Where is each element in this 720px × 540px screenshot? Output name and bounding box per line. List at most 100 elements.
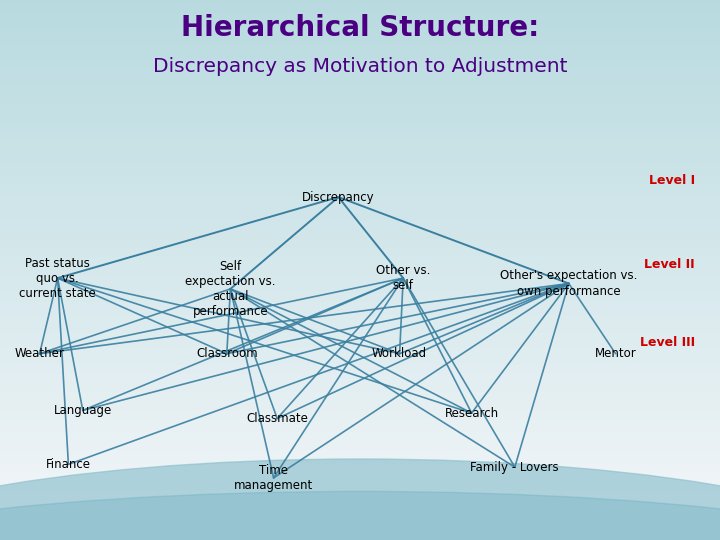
Bar (0, 536, 720, 540)
Bar (0, 338, 720, 342)
Bar (0, 135, 720, 139)
Bar (0, 490, 720, 495)
Bar (0, 239, 720, 243)
Bar (0, 176, 720, 180)
Bar (0, 162, 720, 166)
Text: Weather: Weather (14, 347, 65, 360)
Bar (0, 202, 720, 207)
Bar (0, 401, 720, 405)
Bar (0, 495, 720, 500)
Bar (0, 131, 720, 135)
Bar (0, 225, 720, 229)
Bar (0, 261, 720, 266)
Bar (0, 364, 720, 369)
Bar (0, 284, 720, 288)
Bar (0, 486, 720, 490)
Bar (0, 436, 720, 441)
Bar (0, 94, 720, 99)
Text: Workload: Workload (372, 347, 427, 360)
Text: Hierarchical Structure:: Hierarchical Structure: (181, 14, 539, 42)
Bar (0, 68, 720, 72)
Bar (0, 531, 720, 536)
Bar (0, 189, 720, 193)
Bar (0, 220, 720, 225)
Bar (0, 171, 720, 176)
Bar (0, 342, 720, 347)
Bar (0, 522, 720, 526)
Bar (0, 77, 720, 81)
Bar (0, 40, 720, 45)
Bar (0, 122, 720, 126)
Bar (0, 509, 720, 513)
Bar (0, 405, 720, 409)
Bar (0, 500, 720, 504)
Bar (0, 36, 720, 40)
Bar (0, 455, 720, 459)
Bar (0, 158, 720, 162)
Bar (0, 23, 720, 27)
Bar (0, 0, 720, 4)
Bar (0, 216, 720, 220)
Bar (0, 378, 720, 382)
Bar (0, 90, 720, 94)
Text: Classroom: Classroom (196, 347, 258, 360)
Bar (0, 387, 720, 392)
Bar (0, 243, 720, 247)
Bar (0, 14, 720, 18)
Bar (0, 252, 720, 256)
Bar (0, 58, 720, 63)
Bar (0, 414, 720, 418)
Bar (0, 441, 720, 445)
Bar (0, 9, 720, 14)
Bar (0, 526, 720, 531)
Bar (0, 450, 720, 455)
Bar (0, 333, 720, 338)
Text: Family - Lovers: Family - Lovers (470, 461, 559, 474)
Bar (0, 139, 720, 144)
Bar (0, 315, 720, 320)
Bar (0, 360, 720, 364)
Bar (0, 153, 720, 158)
Bar (0, 320, 720, 324)
Bar (0, 446, 720, 450)
Bar (0, 166, 720, 171)
Bar (0, 126, 720, 131)
Bar (0, 148, 720, 153)
Bar (0, 392, 720, 396)
Bar (0, 351, 720, 355)
Bar (0, 279, 720, 284)
Bar (0, 112, 720, 117)
Bar (0, 207, 720, 212)
Ellipse shape (0, 459, 720, 540)
Bar (0, 212, 720, 216)
Bar (0, 54, 720, 58)
Bar (0, 301, 720, 306)
Bar (0, 230, 720, 234)
Bar (0, 396, 720, 401)
Bar (0, 310, 720, 315)
Bar (0, 347, 720, 351)
Bar (0, 266, 720, 270)
Bar (0, 468, 720, 472)
Bar (0, 234, 720, 239)
Text: Other vs.
self: Other vs. self (376, 264, 431, 292)
Bar (0, 27, 720, 31)
Bar (0, 517, 720, 522)
Bar (0, 293, 720, 297)
Bar (0, 63, 720, 68)
Bar (0, 81, 720, 85)
Bar (0, 117, 720, 122)
Bar (0, 369, 720, 374)
Bar (0, 428, 720, 432)
Bar (0, 297, 720, 301)
Bar (0, 185, 720, 189)
Ellipse shape (0, 491, 720, 540)
Bar (0, 504, 720, 509)
Bar (0, 18, 720, 23)
Bar (0, 198, 720, 202)
Bar (0, 459, 720, 463)
Text: Finance: Finance (46, 458, 91, 471)
Bar (0, 85, 720, 90)
Text: Level II: Level II (644, 258, 695, 271)
Text: Language: Language (54, 404, 112, 417)
